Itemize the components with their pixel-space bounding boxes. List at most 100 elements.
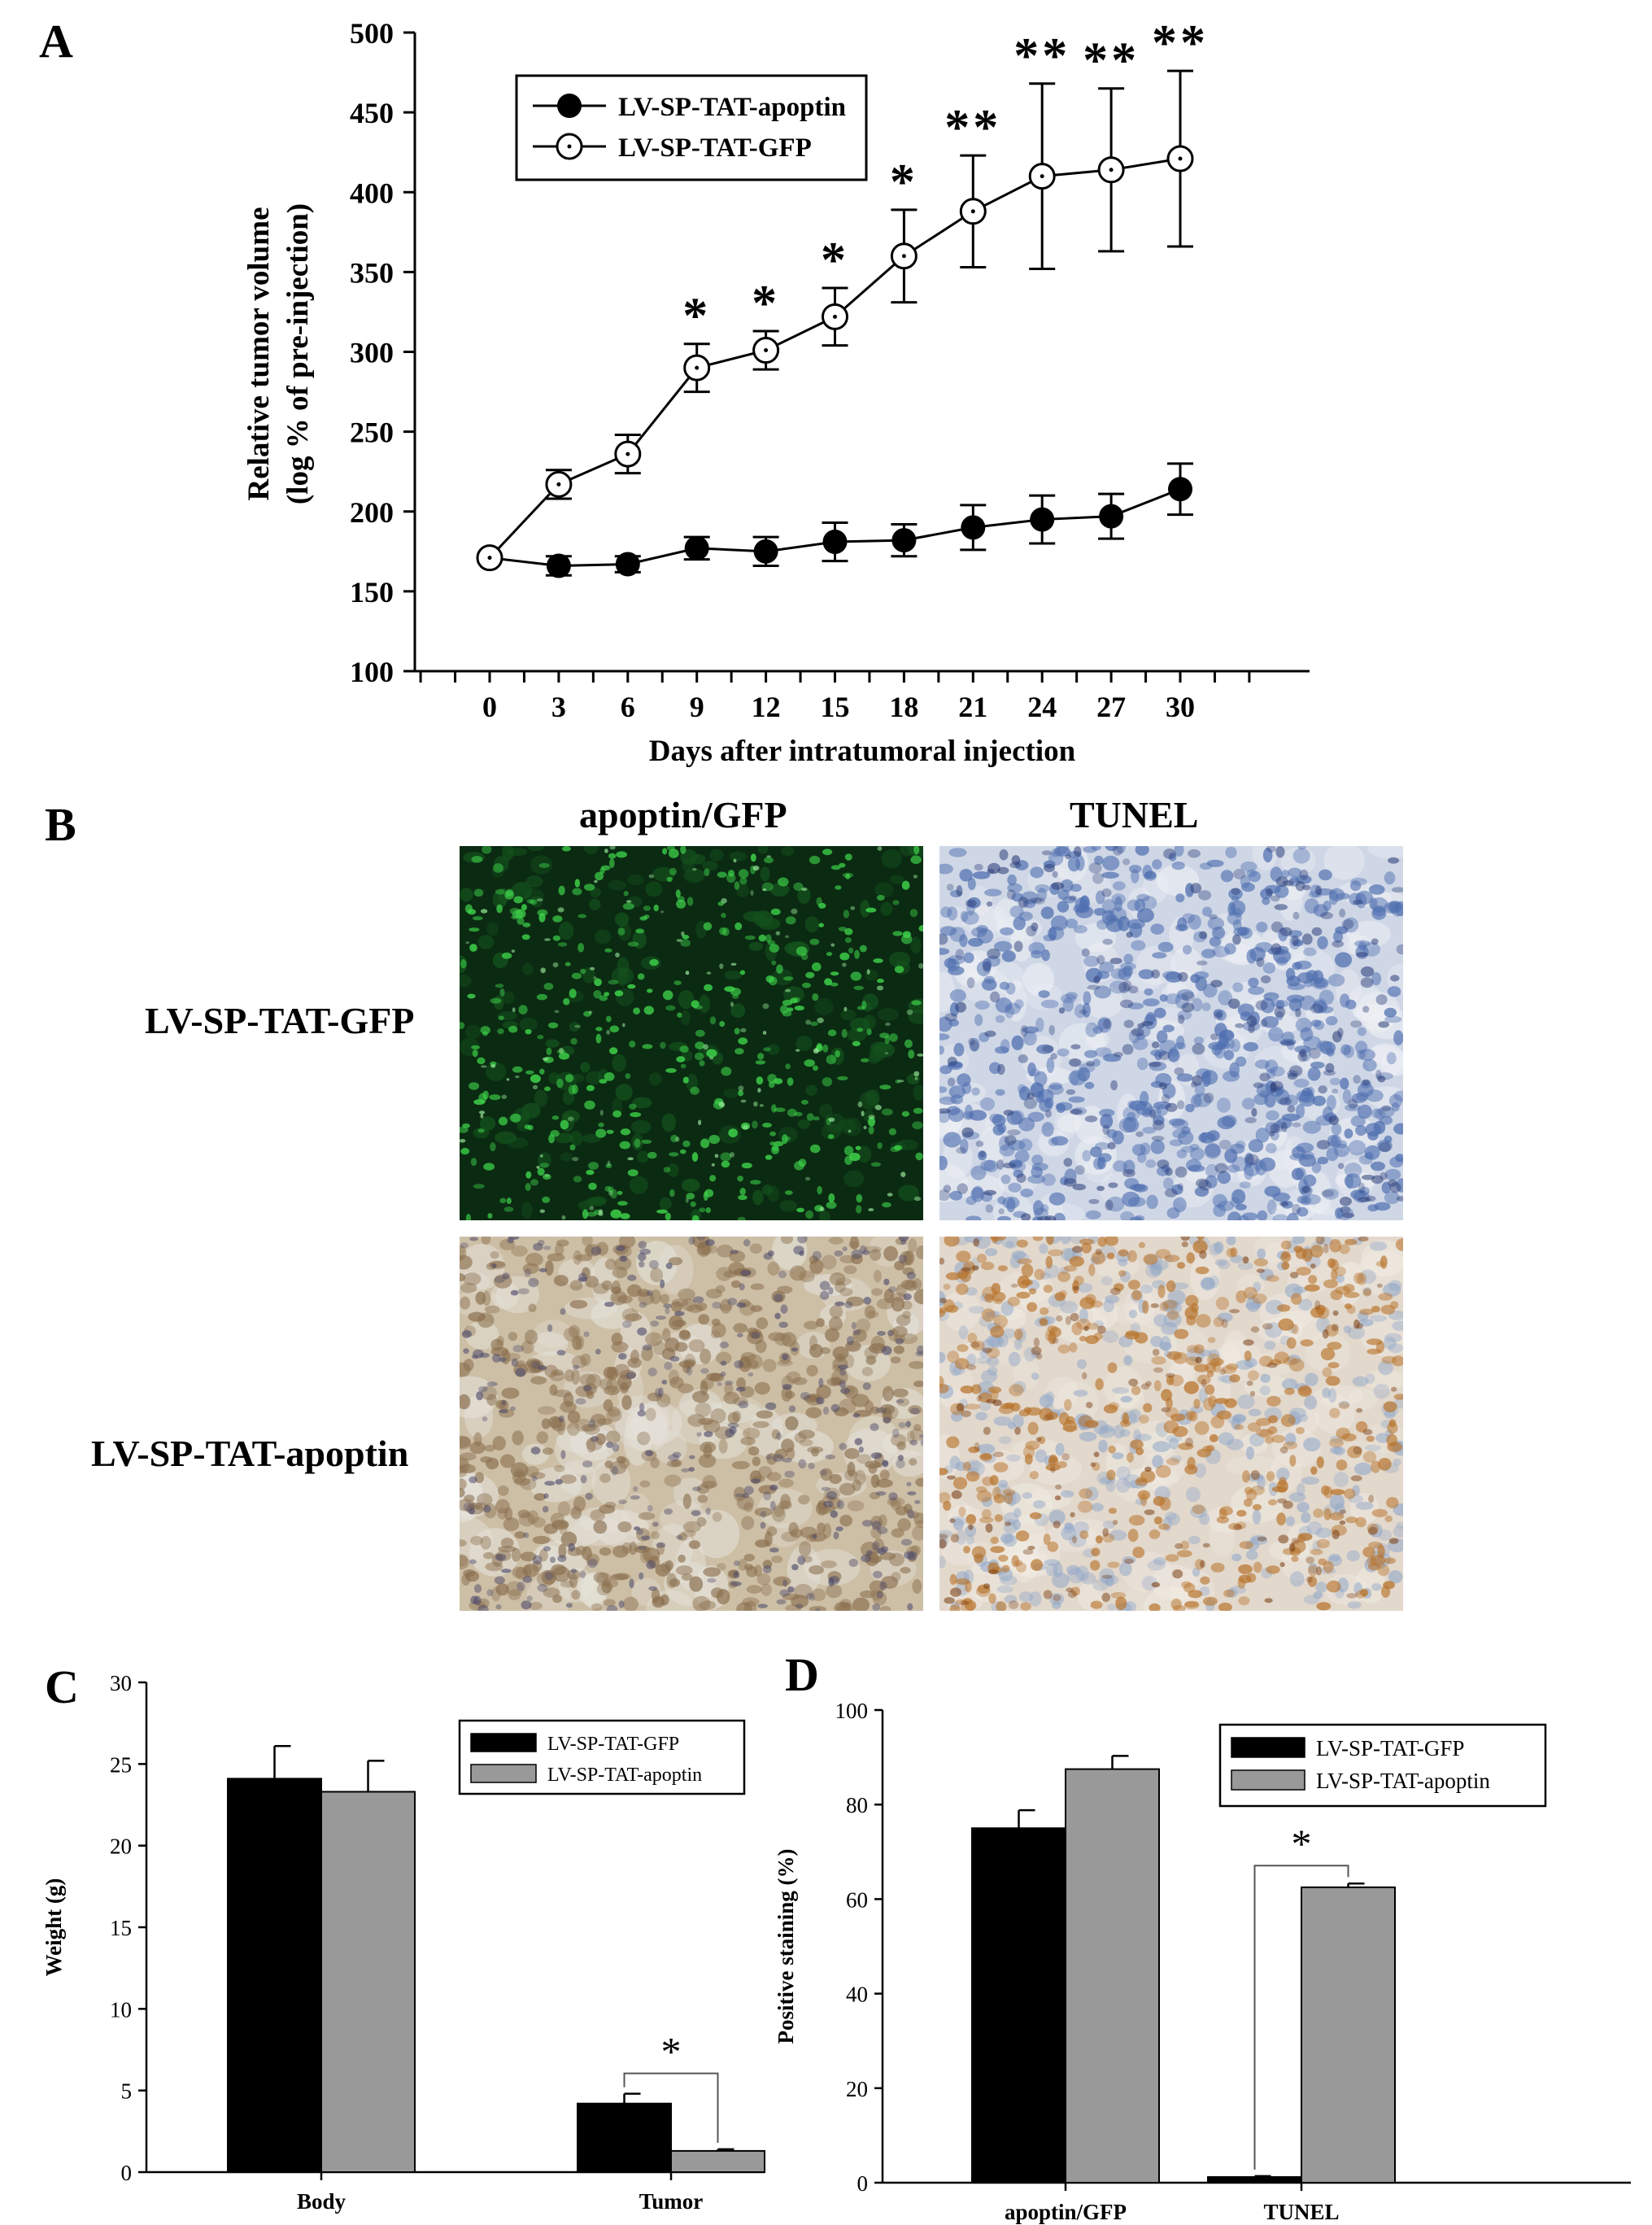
chart-d-legend: LV-SP-TAT-GFP LV-SP-TAT-apoptin [1218, 1723, 1547, 1808]
chart-c-bracket-line [623, 2072, 719, 2143]
data-point [615, 552, 640, 577]
chart-a-xtick-label: 3 [551, 691, 566, 723]
chart-d-ytick-label: 20 [846, 2077, 868, 2101]
chart-d-ytick-label: 40 [846, 1983, 868, 2007]
chart-a-xtick-label: 30 [1166, 691, 1195, 723]
data-point [891, 528, 917, 553]
chart-d-category-label: TUNEL [1263, 2200, 1339, 2224]
chart-a-xtick-label: 27 [1096, 691, 1126, 723]
data-point [546, 553, 571, 578]
significance-marker: ** [944, 100, 1001, 155]
chart-a-xtick-label: 24 [1027, 691, 1057, 723]
chart-c-axes: 0 5 10 15 20 25 30 Weight (g) Body Tumor [41, 1671, 765, 2214]
significance-marker: * [821, 233, 849, 288]
chart-a-ytick-label: 400 [350, 177, 394, 209]
data-point [684, 535, 709, 561]
chart-d-legend-swatch [1231, 1737, 1305, 1758]
legend-marker-center [567, 144, 572, 149]
chart-a-ytick-label: 100 [350, 656, 394, 688]
chart-a-ytick-label: 350 [350, 256, 394, 289]
significance-marker: ** [1013, 28, 1070, 84]
chart-d-significance-star: * [1292, 1821, 1312, 1866]
chart-a-xtick-label: 15 [821, 691, 850, 723]
significance-marker: ** [1152, 15, 1209, 71]
chart-c-ytick-label: 30 [110, 1671, 132, 1695]
chart-c-bar [577, 2102, 672, 2173]
data-point-center [970, 209, 975, 214]
data-point-center [1178, 156, 1183, 161]
chart-d-bar [1301, 1886, 1396, 2184]
chart-d-ytick-label: 100 [835, 1699, 869, 1723]
data-point [822, 530, 848, 555]
chart-c-bar [320, 1791, 416, 2174]
panel-letter-a: A [39, 15, 73, 68]
data-point-center [695, 365, 700, 370]
micrograph-apoptin-tunel [939, 1237, 1403, 1611]
data-point-center [1109, 168, 1114, 172]
row-label-apoptin: LV-SP-TAT-apoptin [91, 1433, 409, 1474]
data-point [1168, 477, 1192, 502]
chart-c-legend-swatch [470, 1764, 537, 1783]
data-point [1099, 504, 1124, 529]
chart-d-ytick-label: 0 [857, 2171, 869, 2196]
chart-d-ytick-label: 60 [846, 1887, 868, 1912]
chart-c-bar-group [227, 1745, 322, 2173]
chart-d-category-label: apoptin/GFP [1005, 2200, 1127, 2224]
chart-d-bracket-line [1253, 1865, 1349, 2170]
chart-a-ytick-label: 500 [350, 17, 394, 50]
chart-a-ylabel: Relative tumor volume (log % of pre-injec… [242, 203, 315, 504]
chart-c-ytick-label: 25 [110, 1752, 132, 1777]
chart-c-ytick-label: 15 [110, 1916, 132, 1940]
data-point [753, 539, 778, 564]
chart-c-legend-label: LV-SP-TAT-apoptin [547, 1765, 702, 1786]
chart-d-significance-bracket: * [1253, 1821, 1349, 2170]
data-point-center [833, 314, 837, 319]
chart-a-legend: LV-SP-TAT-apoptin LV-SP-TAT-GFP [515, 74, 868, 181]
chart-c-bar [670, 2149, 765, 2173]
data-point-center [901, 254, 906, 259]
chart-c-category-label: Body [297, 2189, 347, 2214]
chart-a-xtick-label: 18 [889, 691, 918, 723]
micrograph-gfp-fluorescence [460, 846, 923, 1220]
chart-c-legend: LV-SP-TAT-GFP LV-SP-TAT-apoptin [458, 1719, 746, 1795]
data-point-center [625, 452, 630, 456]
chart-d-legend-label: LV-SP-TAT-apoptin [1316, 1769, 1490, 1793]
data-point-center [1040, 174, 1044, 179]
legend-label: LV-SP-TAT-apoptin [618, 93, 846, 122]
positive-staining-bar-chart: 0 20 40 60 80 100 Positive staining (%) apoptin… [774, 1699, 1631, 2224]
chart-c-bar-group [320, 1760, 416, 2174]
chart-c-ytick-label: 5 [121, 2079, 133, 2104]
micrograph-apoptin-ihc [460, 1237, 923, 1611]
legend-label: LV-SP-TAT-GFP [618, 133, 812, 163]
chart-a-xlabel: Days after intratumoral injection [649, 735, 1076, 768]
chart-a-ytick-label: 450 [350, 97, 394, 129]
significance-marker: * [682, 289, 711, 344]
panel-letter-b: B [45, 798, 76, 851]
column-label-tunel: TUNEL [1070, 794, 1199, 835]
data-point [961, 515, 986, 540]
significance-marker: * [752, 276, 780, 331]
data-point-center [556, 482, 561, 486]
chart-a-xtick-label: 21 [958, 691, 987, 723]
chart-a-ytick-label: 200 [350, 496, 394, 529]
chart-a-markers-gfp [476, 145, 1194, 572]
chart-a-xtick-label: 12 [752, 691, 781, 723]
chart-d-axes: 0 20 40 60 80 100 Positive staining (%) apoptin… [774, 1699, 1631, 2224]
chart-a-xtick-label: 0 [482, 691, 497, 723]
column-label-apoptin-gfp: apoptin/GFP [579, 794, 787, 835]
chart-a-ylabel-line: Relative tumor volume [242, 207, 276, 500]
chart-c-ytick-label: 20 [110, 1835, 132, 1859]
legend-box [515, 74, 868, 181]
micrograph-gfp-tunel [939, 846, 1403, 1220]
chart-c-significance-bracket: * [623, 2029, 719, 2143]
chart-d-ylabel: Positive staining (%) [774, 1849, 798, 2044]
chart-c-ytick-label: 10 [110, 1997, 132, 2022]
chart-d-ytick-label: 80 [846, 1793, 868, 1817]
chart-d-bar-group [1065, 1755, 1160, 2184]
chart-a-ytick-label: 300 [350, 337, 394, 369]
chart-d-bar-group [971, 1808, 1066, 2184]
chart-d-bar-group [1207, 2175, 1302, 2184]
chart-c-bar-group [577, 2092, 672, 2173]
chart-a-axes: 100 150 200 250 300 350 400 450 500 0 3 6 9 12 15 18 21 2… [242, 17, 1310, 768]
chart-c-legend-label: LV-SP-TAT-GFP [547, 1734, 679, 1755]
